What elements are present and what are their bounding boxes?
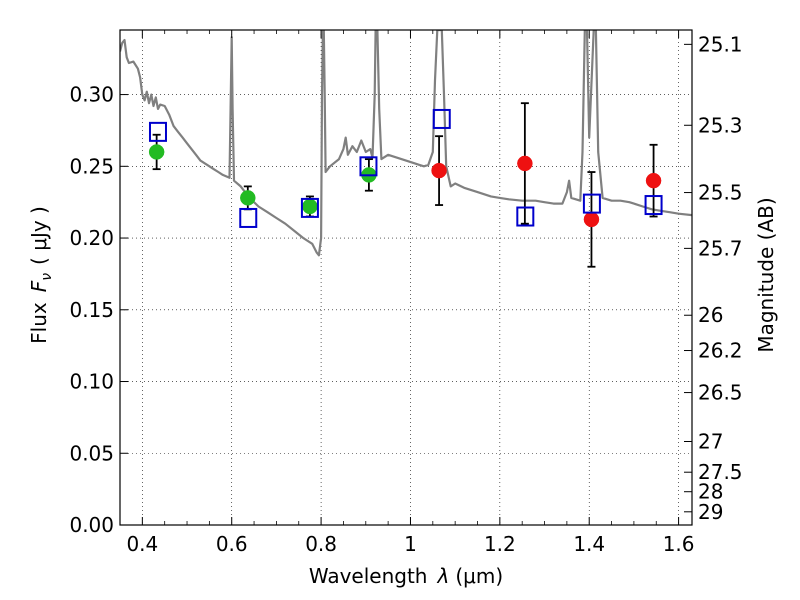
x-tick-label: 0.8 [305,532,337,556]
model-photometry-point [359,156,378,177]
x-tick-label: 1.2 [484,532,516,556]
y2-tick-label: 27.5 [698,460,743,484]
y2-tick-label: 25.7 [698,236,743,260]
y-tick-label: 0.25 [69,154,114,178]
observed-point [517,155,533,172]
x-tick-label: 1.4 [573,532,605,556]
model-photometry-point [644,195,663,216]
y2-axis-label: Magnitude (AB) [754,197,778,352]
y2-tick-label: 28 [698,480,723,504]
x-tick-label: 1.6 [663,532,695,556]
observed-point [645,172,662,189]
y2-tick-label: 25.5 [698,181,743,205]
model-spectrum-line [120,30,692,257]
model-photometry-point [239,207,258,228]
y-tick-label: 0.15 [69,298,114,322]
model-photometry-point [432,108,451,129]
x-tick-label: 1 [404,532,417,556]
x-axis-label: Wavelength λ (μm) [309,564,503,588]
y-tick-label: 0.20 [69,226,114,250]
x-tick-label: 0.4 [126,532,158,556]
y-axis-label: FluxFν( μJy ) [27,206,55,344]
observed-point [148,144,165,160]
model-photometry-point [582,193,601,214]
y2-tick-label: 29 [698,500,723,524]
observed-point [240,190,256,206]
x-tick-label: 0.6 [216,532,248,556]
model-photometry-point [516,206,535,227]
model-photometry-point [300,197,319,218]
y2-tick-label: 27 [698,429,723,453]
y2-tick-label: 25.3 [698,113,743,137]
axis-ticks: 0.4 0.6 0.8 1 1.2 1.4 1.6 0.00 0.05 0.10 0.15 0.20 0… [69,30,743,556]
y2-tick-label: 26.5 [698,381,743,405]
model-photometry-point [148,121,167,142]
y-tick-label: 0.05 [69,441,114,465]
plot-area [120,30,692,268]
y-tick-label: 0.10 [69,370,114,394]
y2-tick-label: 26 [698,303,723,327]
observed-point [431,162,447,179]
y2-tick-label: 26.2 [698,339,743,363]
y-tick-label: 0.00 [69,513,114,537]
y-tick-label: 0.30 [69,83,114,107]
observed-point [302,198,318,215]
axes-frame [119,29,693,526]
observed-point [583,211,600,228]
y2-tick-label: 25.1 [698,32,743,56]
